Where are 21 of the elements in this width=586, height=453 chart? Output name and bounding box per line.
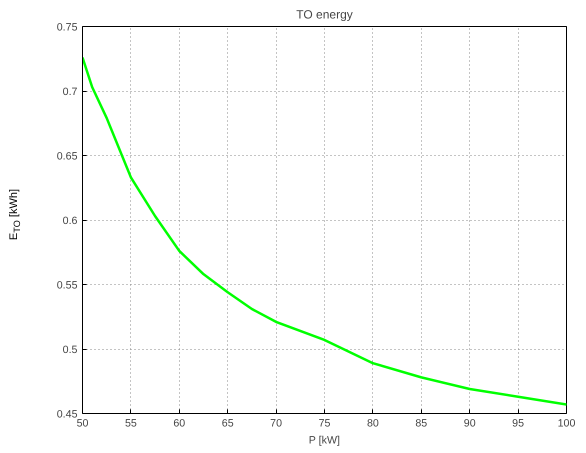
y-tick-label: 0.55 xyxy=(56,280,78,292)
y-tick-label: 0.75 xyxy=(56,22,78,34)
x-tick-label: 65 xyxy=(222,418,234,430)
line-series xyxy=(82,56,566,406)
x-tick-label: 75 xyxy=(318,418,330,430)
y-tick-label: 0.6 xyxy=(62,215,78,227)
x-tick-label: 55 xyxy=(124,418,137,430)
x-tick-label: 70 xyxy=(270,418,282,430)
y-tick-label: 0.45 xyxy=(56,408,78,420)
x-tick-label: 100 xyxy=(558,418,576,430)
x-tick-label: 60 xyxy=(173,418,186,430)
x-axis-title: P [kW] xyxy=(308,434,340,446)
x-tick-label: 90 xyxy=(464,418,476,430)
y-tick-label: 0.65 xyxy=(56,150,78,162)
x-tick-label: 80 xyxy=(366,418,379,430)
chart-title: TO energy xyxy=(296,8,353,22)
x-tick-label: 50 xyxy=(76,418,88,430)
x-tick-label: 85 xyxy=(415,418,428,430)
y-tick-label: 0.5 xyxy=(62,344,78,356)
y-tick-label: 0.7 xyxy=(62,86,78,98)
x-tick-label: 95 xyxy=(512,418,524,430)
